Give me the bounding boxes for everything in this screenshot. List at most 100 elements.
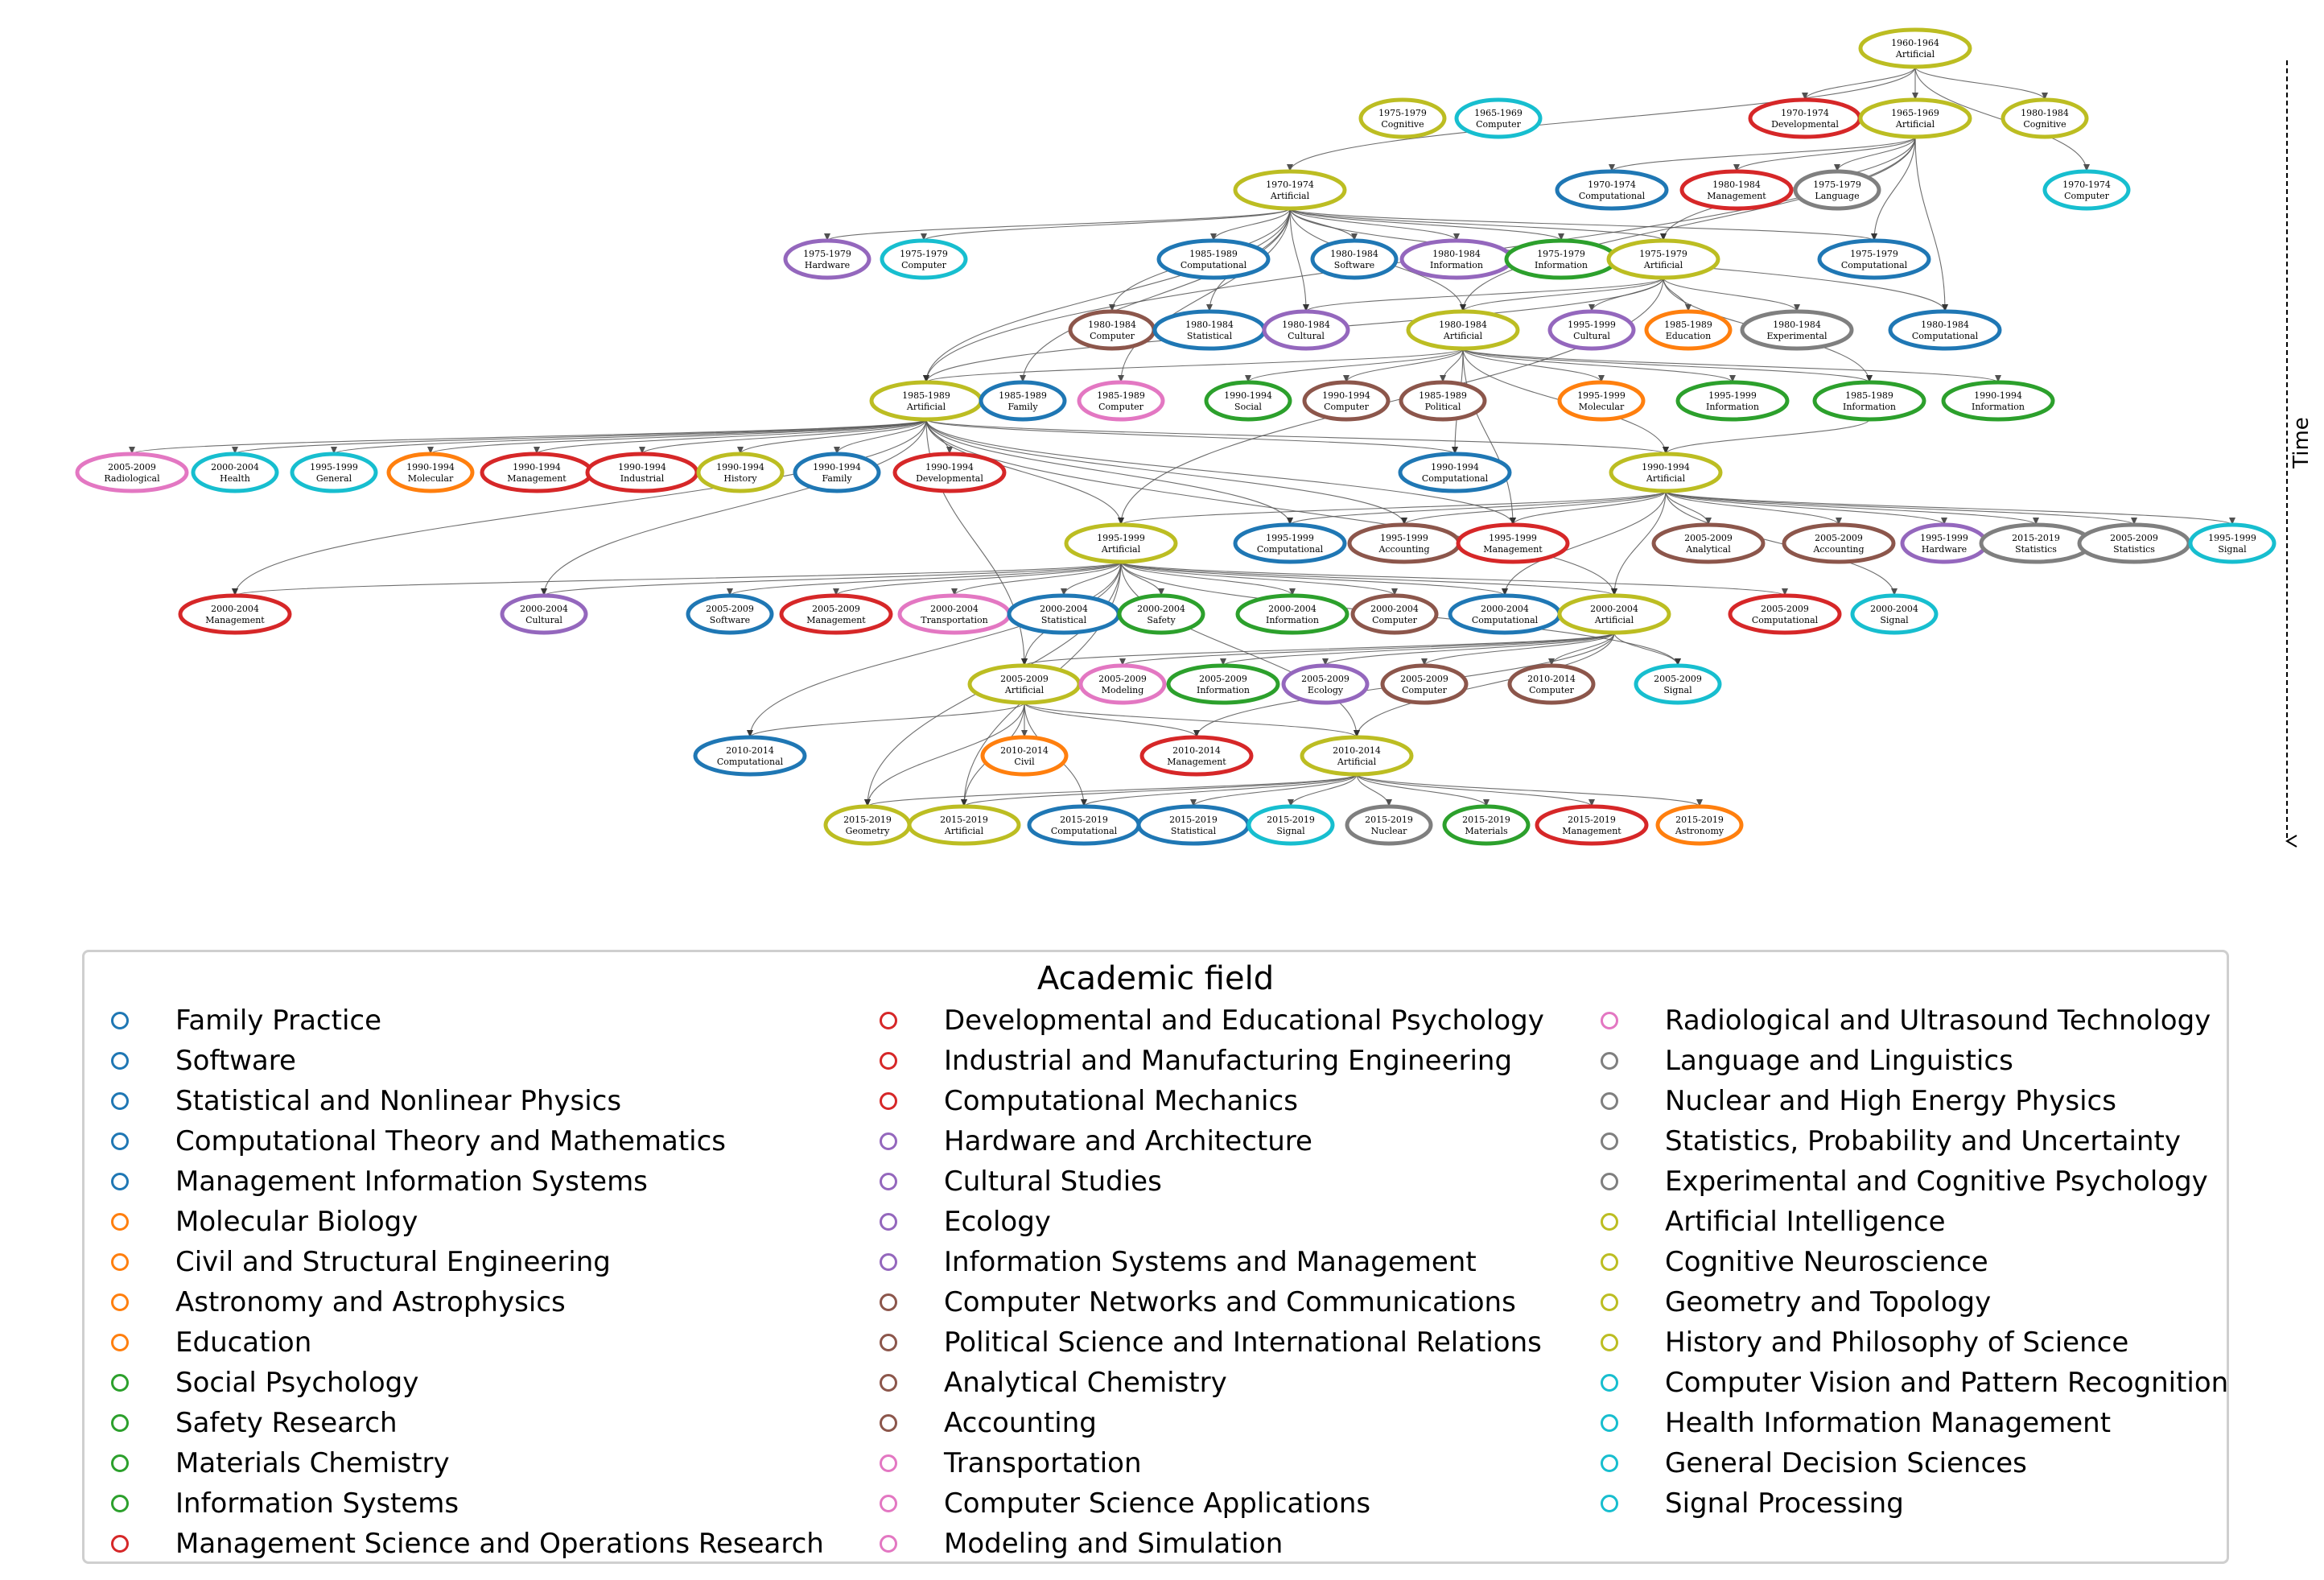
legend-label: Signal Processing: [1665, 1487, 1904, 1520]
node-ellipse: [1858, 27, 1972, 69]
edge-n28-n40: [331, 419, 927, 455]
node-field: Statistics: [2113, 544, 2155, 555]
legend-label: Health Information Management: [1665, 1407, 2112, 1439]
node-period: 2005-2009: [1301, 674, 1349, 684]
node-period: 2015-2019: [843, 815, 892, 825]
node-field: Artificial: [1594, 615, 1634, 625]
node-field: Statistics: [2015, 544, 2057, 555]
node-period: 1970-1974: [1781, 108, 1829, 118]
edge-n28-n60: [541, 419, 927, 596]
edge-n82-n86: [1190, 773, 1358, 807]
legend-item: Software: [84, 1041, 824, 1081]
node-period: 1995-1999: [1097, 533, 1145, 543]
legend-circle-icon: [880, 1374, 897, 1392]
legend-circle-icon: [111, 1414, 129, 1432]
node-ellipse: [1156, 238, 1271, 280]
edge-n28-n69: [925, 419, 1617, 596]
node-ellipse: [1136, 804, 1251, 846]
legend-circle-icon: [880, 1454, 897, 1472]
legend-item: Statistical and Nonlinear Physics: [84, 1081, 824, 1121]
edge-n48-n50: [1287, 490, 1667, 526]
node-field: Statistical: [1187, 331, 1233, 341]
legend-item: Computational Mechanics: [853, 1081, 1544, 1121]
node-ellipse: [869, 380, 983, 422]
node-ellipse: [1644, 309, 1733, 351]
edge-n69-n78: [1613, 632, 1681, 666]
legend-item: Management Information Systems: [84, 1161, 824, 1202]
legend-circle-icon: [111, 1213, 129, 1231]
legend-circle-icon: [1601, 1414, 1618, 1432]
node-ellipse: [1782, 522, 1896, 564]
edge-n28-n45: [834, 419, 927, 455]
node-field: Computer: [1324, 402, 1370, 412]
node-ellipse: [1679, 169, 1794, 211]
nodes-layer: 1960-1964Artificial1975-1979Cognitive196…: [75, 27, 2277, 846]
node-ellipse: [686, 593, 774, 635]
node-field: Transportation: [921, 615, 987, 625]
edge-n48-n53: [1665, 490, 1712, 526]
edge-n48-n51: [1401, 490, 1667, 526]
legend-circle-icon: [1601, 1092, 1618, 1110]
node-ellipse: [290, 452, 378, 493]
node-field: Molecular: [1579, 402, 1625, 412]
node-field: Computer: [1090, 331, 1135, 341]
node-ellipse: [1454, 97, 1543, 139]
node-field: Materials: [1465, 826, 1508, 836]
legend-label: Computer Science Applications: [944, 1487, 1371, 1520]
node-ellipse: [1442, 804, 1531, 846]
node-ellipse: [1651, 522, 1766, 564]
edge-n48-n54: [1665, 490, 1842, 526]
node-period: 2015-2019: [1169, 815, 1218, 825]
legend-label: Ecology: [944, 1206, 1051, 1238]
node-ellipse: [1139, 735, 1254, 777]
node-period: 1980-1984: [1185, 320, 1234, 330]
node-field: Computer: [1098, 402, 1144, 412]
legend-item: Radiological and Ultrasound Technology: [1574, 1000, 2228, 1041]
node-field: Software: [710, 615, 750, 625]
legend-item: History and Philosophy of Science: [1574, 1322, 2228, 1363]
edge-n48-n49: [1118, 490, 1667, 526]
node-field: Information: [1706, 402, 1759, 412]
node-period: 1995-1999: [1920, 533, 1968, 543]
node-field: Computer: [1372, 615, 1418, 625]
node-period: 2000-2004: [930, 604, 979, 614]
edge-n23-n28: [923, 348, 1464, 383]
node-period: 2005-2009: [1761, 604, 1809, 614]
legend-circle-icon: [880, 1173, 897, 1190]
edge-n82-n84: [961, 773, 1358, 807]
node-period: 2000-2004: [211, 462, 259, 472]
edge-n82-n90: [1356, 773, 1595, 807]
edge-n23-n32: [1343, 348, 1464, 383]
node-field: Language: [1815, 191, 1859, 201]
node-field: Experimental: [1766, 331, 1827, 341]
legend-label: Analytical Chemistry: [944, 1367, 1227, 1399]
edge-n23-n37: [1462, 348, 2001, 383]
legend-circle-icon: [111, 1535, 129, 1553]
edge-n49-n63: [951, 561, 1122, 596]
node-period: 1985-1989: [999, 390, 1047, 401]
node-field: Hardware: [805, 260, 850, 270]
legend-item: Experimental and Cognitive Psychology: [1574, 1161, 2228, 1202]
node-ellipse: [880, 238, 968, 280]
legend-item: Family Practice: [84, 1000, 824, 1041]
node-field: Management: [507, 473, 567, 484]
node-period: 2005-2009: [2110, 533, 2158, 543]
edge-n69-n77: [1548, 632, 1615, 666]
edge-n5-n8: [1609, 136, 1916, 172]
node-ellipse: [1728, 593, 1842, 635]
node-field: Information: [1843, 402, 1896, 412]
legend-circle-icon: [880, 1213, 897, 1231]
